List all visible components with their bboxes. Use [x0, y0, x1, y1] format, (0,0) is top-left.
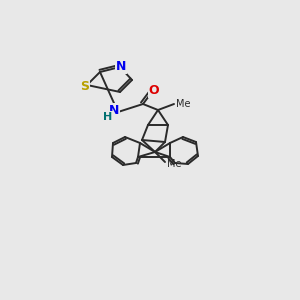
Text: N: N — [109, 103, 119, 116]
Text: O: O — [149, 85, 159, 98]
Text: H: H — [103, 112, 112, 122]
Text: Me: Me — [167, 159, 182, 169]
Text: N: N — [116, 61, 126, 74]
Text: S: S — [80, 80, 89, 92]
Text: Me: Me — [176, 99, 190, 109]
